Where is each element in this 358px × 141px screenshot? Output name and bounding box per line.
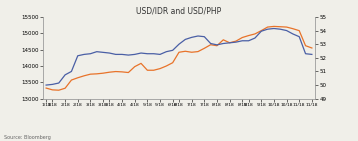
- Text: Source: Bloomberg: Source: Bloomberg: [4, 135, 50, 140]
- Title: USD/IDR and USD/PHP: USD/IDR and USD/PHP: [136, 6, 222, 16]
